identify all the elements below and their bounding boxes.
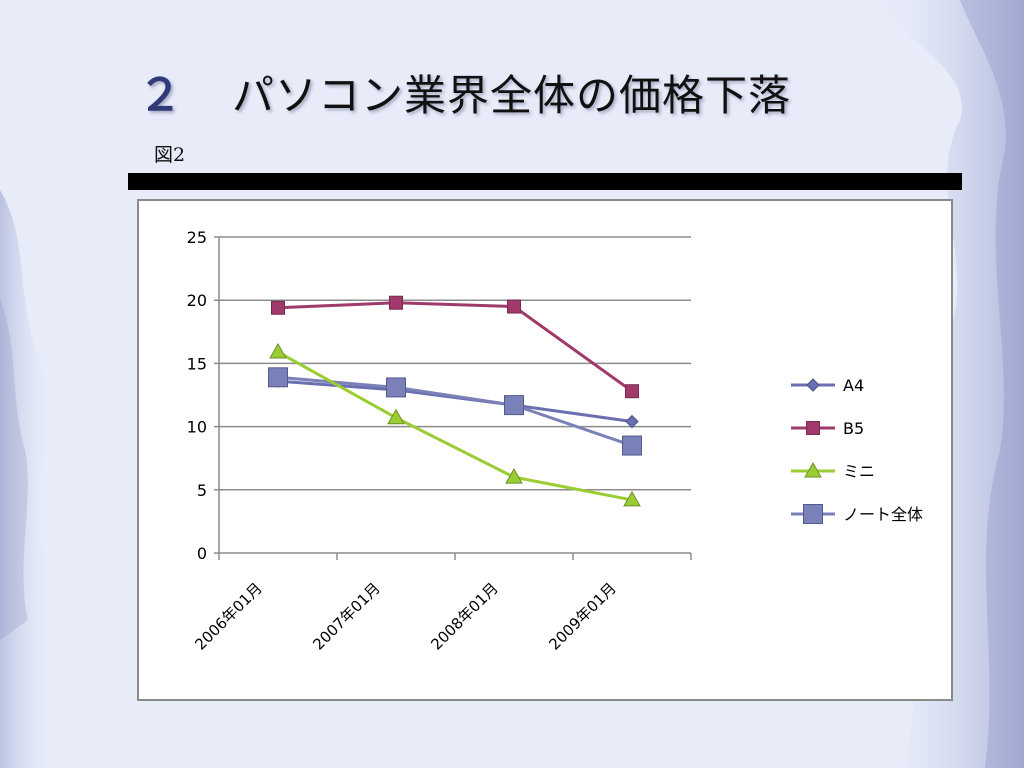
y-tick-label: 10 [187, 418, 207, 437]
data-point-B5-2 [507, 299, 521, 314]
data-point-ミニ-0 [269, 343, 287, 359]
series-ミニ [269, 343, 641, 507]
slide-title: パソコン業界全体の価格下落 [232, 71, 792, 120]
legend-label: ミニ [843, 462, 875, 481]
line-chart: 0 5 10 15 20 25 2006年01月 2007年01月 2008年01月 2009年0… [187, 228, 923, 654]
legend-item-ミニ: ミニ [791, 461, 875, 481]
series-layer [268, 295, 642, 507]
series-line-ノート全体 [277, 375, 633, 447]
y-tick-label: 20 [187, 291, 207, 310]
series-ノート全体 [268, 367, 642, 456]
data-point-ミニ-3 [623, 490, 641, 507]
y-tick-label: 5 [197, 481, 207, 500]
grid-layer [219, 236, 691, 491]
legend-item-A4: A4 [791, 376, 864, 395]
legend-label: A4 [843, 376, 864, 395]
legend-label: ノート全体 [843, 505, 923, 524]
data-point-ミニ-1 [387, 408, 405, 425]
title-rule [128, 173, 962, 190]
y-tick-label: 15 [187, 354, 207, 373]
data-point-B5-3 [625, 384, 639, 399]
slide-number: ２ [138, 70, 182, 121]
data-point-A4-3 [625, 414, 639, 429]
data-point-ノート全体-3 [622, 435, 642, 456]
data-point-ノート全体-2 [504, 395, 524, 416]
x-tick-label: 2007年01月 [309, 579, 383, 653]
legend-item-ノート全体: ノート全体 [791, 504, 923, 524]
x-tick-label: 2008年01月 [427, 579, 501, 653]
figure-label: 図2 [154, 144, 186, 166]
data-point-ノート全体-0 [268, 367, 288, 388]
data-point-ノート全体-1 [386, 377, 406, 398]
legend-swatch-marker [806, 378, 820, 392]
data-point-B5-0 [271, 300, 285, 315]
legend-swatch-marker [804, 461, 822, 478]
chart-container: 0 5 10 15 20 25 2006年01月 2007年01月 2008年01月 2009年0… [137, 199, 953, 701]
series-line-A4 [277, 379, 633, 424]
series-line-ミニ [277, 350, 633, 502]
legend-swatch-marker [806, 421, 820, 435]
y-tick-label: 0 [197, 544, 207, 563]
series-line-B5 [277, 301, 633, 393]
legend-swatch-marker [803, 504, 823, 524]
legend-item-B5: B5 [791, 419, 864, 438]
x-tick-label: 2009年01月 [545, 579, 619, 653]
data-point-ミニ-2 [505, 468, 523, 484]
data-point-B5-1 [389, 295, 403, 310]
legend-label: B5 [843, 419, 864, 438]
x-tick-label: 2006年01月 [191, 579, 265, 653]
series-B5 [271, 295, 639, 399]
y-tick-label: 25 [187, 228, 207, 247]
